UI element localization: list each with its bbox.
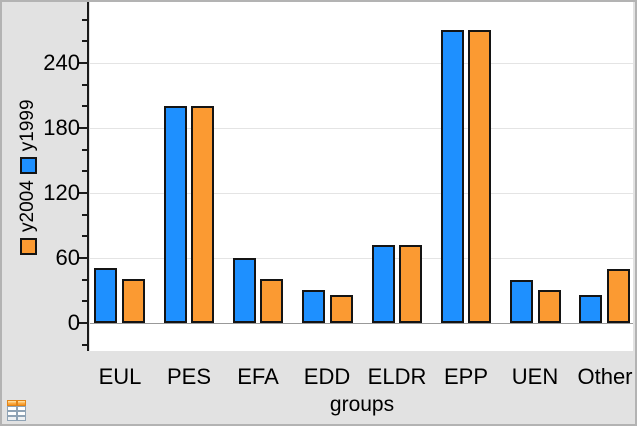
bar-y2004-EUL[interactable] xyxy=(122,279,145,323)
y-tick-label-120: 120 xyxy=(43,180,80,205)
y-tick-major-120 xyxy=(79,192,87,194)
x-tick-label-EFA: EFA xyxy=(237,364,279,389)
y-tick-minor-100 xyxy=(82,214,87,216)
y-tick-label-240: 240 xyxy=(43,50,80,75)
spreadsheet-icon-cell xyxy=(16,406,26,411)
y-tick-major-240 xyxy=(79,62,87,64)
y-tick-minor-280 xyxy=(82,19,87,21)
x-tick-label-EUL: EUL xyxy=(98,364,142,389)
x-tick-label-EPP: EPP xyxy=(443,364,489,389)
gridline-180 xyxy=(90,128,633,129)
x-tick-label-PES: PES xyxy=(166,364,212,389)
bar-y1999-EUL[interactable] xyxy=(94,268,117,323)
y-axis-legend: y2004 y1999 xyxy=(15,97,41,255)
y-tick-minor-200 xyxy=(82,105,87,107)
gridline-120 xyxy=(90,193,633,194)
y-tick-minor-260 xyxy=(82,40,87,42)
legend-label-y2004: y2004 xyxy=(17,180,38,232)
legend-swatch-y2004 xyxy=(19,238,37,255)
bar-y1999-EFA[interactable] xyxy=(233,258,256,323)
y-tick-label-0: 0 xyxy=(67,310,80,335)
bar-y1999-PES[interactable] xyxy=(164,106,187,323)
bar-y1999-Other[interactable] xyxy=(579,295,602,323)
bar-y2004-PES[interactable] xyxy=(191,106,214,323)
bar-y1999-ELDR[interactable] xyxy=(372,245,395,323)
y-tick-minor-20 xyxy=(82,300,87,302)
y-tick-minor--20 xyxy=(82,344,87,346)
y-tick-minor-160 xyxy=(82,149,87,151)
legend-label-y1999: y1999 xyxy=(17,99,38,152)
legend-swatch-y1999 xyxy=(19,157,37,175)
x-tick-label-EDD: EDD xyxy=(303,364,351,389)
spreadsheet-icon-cell xyxy=(7,406,17,411)
bar-y2004-EPP[interactable] xyxy=(468,30,491,323)
spreadsheet-icon-cell xyxy=(7,416,17,421)
bar-y2004-UEN[interactable] xyxy=(538,290,561,323)
gridline-240 xyxy=(90,63,633,64)
x-tick-label-UEN: UEN xyxy=(511,364,559,389)
x-axis-title: groups xyxy=(329,393,395,416)
bar-y2004-Other[interactable] xyxy=(607,269,630,323)
spreadsheet-icon[interactable] xyxy=(7,400,26,421)
y-tick-minor-80 xyxy=(82,235,87,237)
spreadsheet-icon-cell xyxy=(7,411,17,416)
bar-y1999-UEN[interactable] xyxy=(510,280,533,323)
y-tick-major-180 xyxy=(79,127,87,129)
spreadsheet-icon-cell xyxy=(16,411,26,416)
x-tick-label-Other: Other xyxy=(577,364,633,389)
y-tick-major-0 xyxy=(79,322,87,324)
y-tick-minor-40 xyxy=(82,279,87,281)
bar-y2004-ELDR[interactable] xyxy=(399,245,422,323)
spreadsheet-icon-cell xyxy=(7,400,17,406)
bar-y2004-EDD[interactable] xyxy=(330,295,353,323)
y-tick-minor-220 xyxy=(82,84,87,86)
bar-y2004-EFA[interactable] xyxy=(260,279,283,323)
spreadsheet-icon-cell xyxy=(16,400,26,406)
gridline-60 xyxy=(90,258,633,259)
x-tick-label-ELDR: ELDR xyxy=(367,364,427,389)
x-axis-baseline xyxy=(90,323,633,324)
bar-y1999-EPP[interactable] xyxy=(441,30,464,323)
y-axis-line xyxy=(87,2,89,351)
bar-y1999-EDD[interactable] xyxy=(302,290,325,323)
y-tick-minor-140 xyxy=(82,170,87,172)
spreadsheet-icon-cell xyxy=(16,416,26,421)
y-tick-label-60: 60 xyxy=(55,245,80,270)
y-tick-major-60 xyxy=(79,257,87,259)
y-tick-label-180: 180 xyxy=(43,115,80,140)
